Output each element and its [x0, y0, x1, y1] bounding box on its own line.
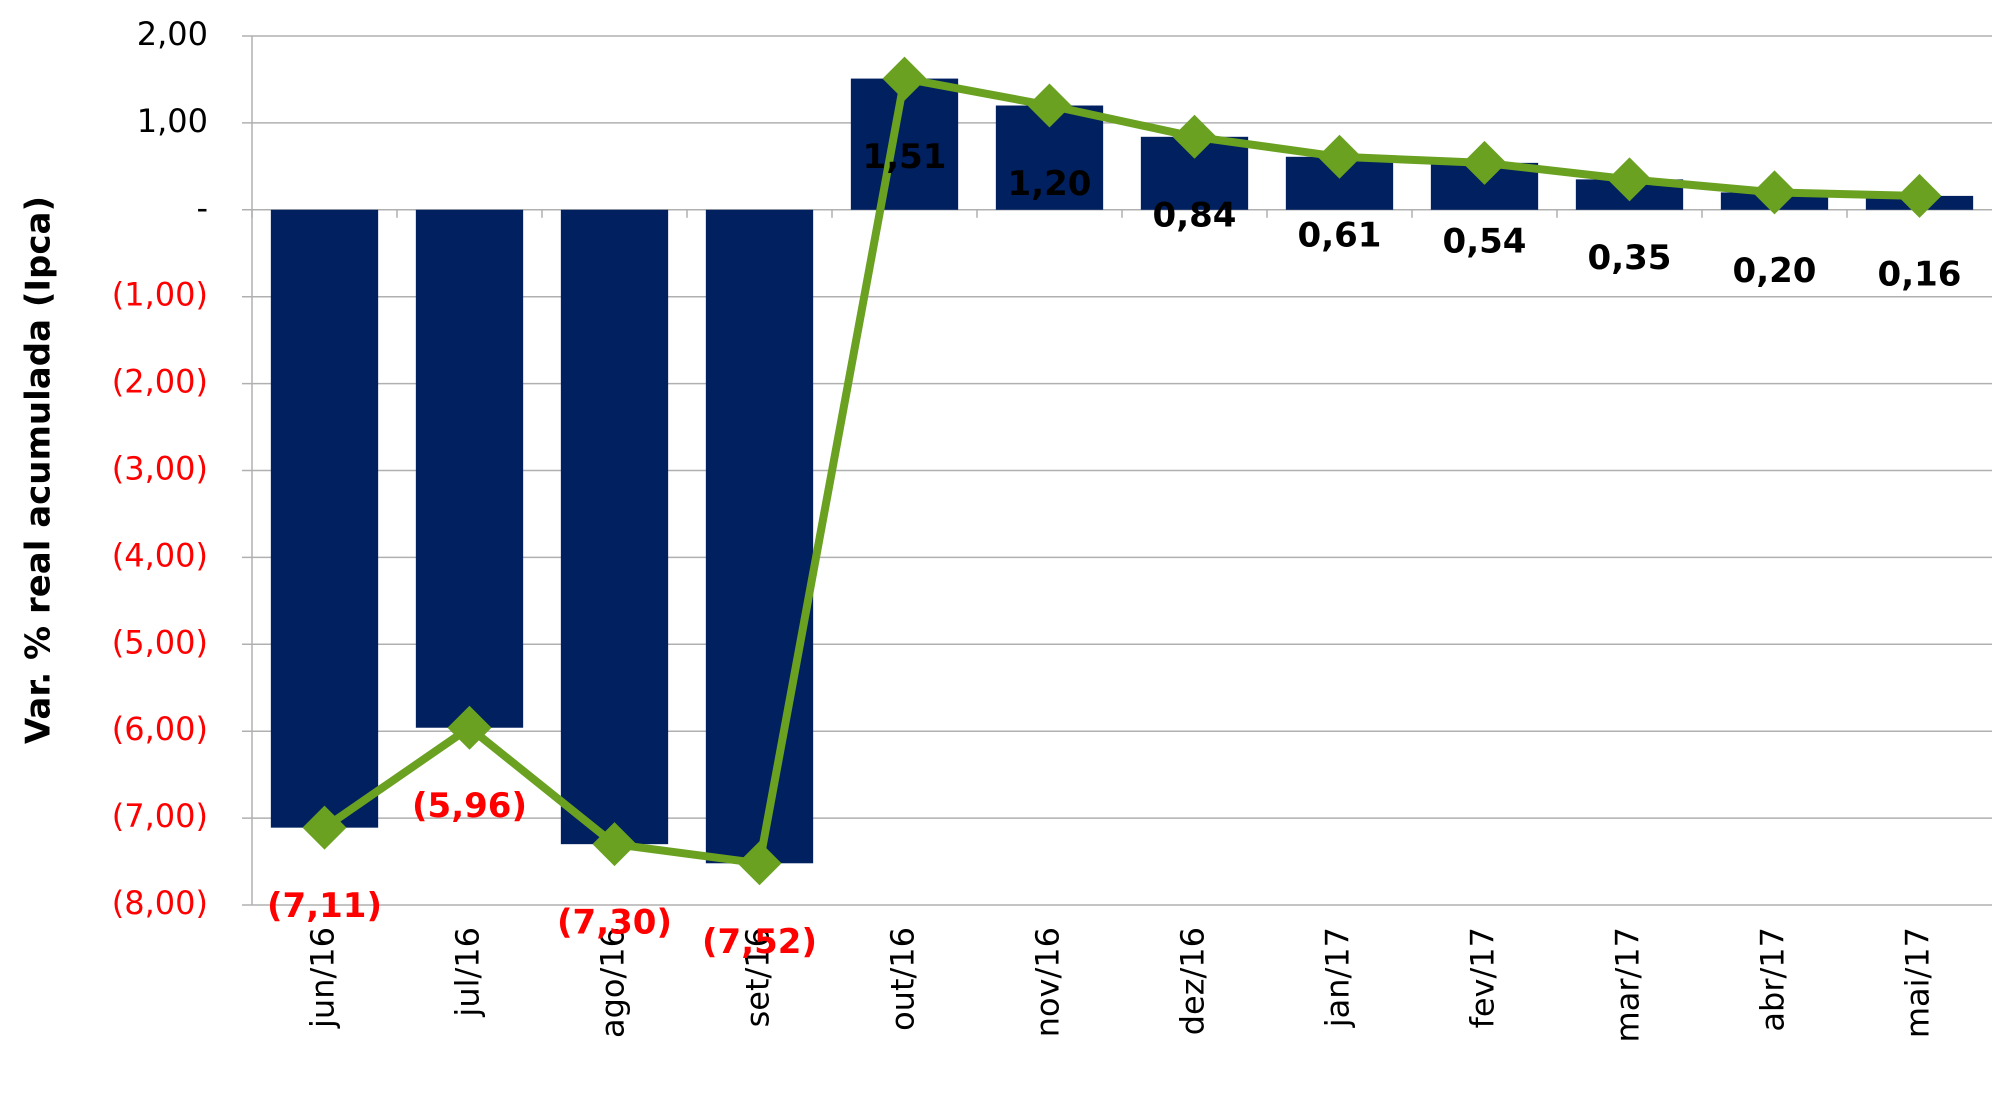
x-tick-label: abr/17	[1754, 927, 1792, 1032]
marker	[1462, 140, 1507, 185]
y-tick-label: (1,00)	[112, 276, 208, 314]
marker	[737, 841, 782, 886]
marker	[302, 805, 347, 850]
data-label: (7,52)	[702, 922, 817, 962]
data-label: 1,20	[1008, 164, 1092, 204]
y-tick-label: (2,00)	[112, 363, 208, 401]
data-label: 0,61	[1298, 215, 1382, 255]
marker	[1897, 173, 1942, 218]
y-tick-label: -	[196, 189, 208, 227]
y-tick-label: 1,00	[137, 102, 208, 140]
y-tick-label: (8,00)	[112, 884, 208, 922]
x-tick-label: set/16	[739, 927, 777, 1027]
x-tick-label: mai/17	[1899, 927, 1937, 1038]
y-tick-label: (3,00)	[112, 450, 208, 488]
x-tick-label: jan/17	[1319, 927, 1357, 1028]
x-tick-label: fev/17	[1464, 927, 1502, 1028]
x-tick-label: mar/17	[1609, 927, 1647, 1042]
x-tick-label: ago/16	[594, 927, 632, 1038]
marker	[447, 705, 492, 750]
x-tick-label: dez/16	[1174, 927, 1212, 1035]
data-label: (7,30)	[557, 903, 672, 943]
y-tick-label: (6,00)	[112, 710, 208, 748]
bar	[560, 209, 669, 845]
y-tick-label: (4,00)	[112, 536, 208, 574]
data-label: 0,54	[1443, 221, 1527, 261]
x-tick-label: jun/16	[304, 927, 342, 1029]
marker	[1027, 83, 1072, 128]
data-label: 0,84	[1153, 195, 1237, 235]
bar	[270, 209, 379, 828]
marker	[1607, 157, 1652, 202]
marker	[1317, 134, 1362, 179]
y-tick-label: 2,00	[137, 15, 208, 53]
data-label: 0,20	[1733, 251, 1817, 291]
data-label: 1,51	[863, 137, 947, 177]
y-axis-label: Var. % real acumulada (Ipca)	[19, 196, 59, 744]
bar	[415, 209, 524, 728]
marker	[882, 56, 927, 101]
y-tick-label: (5,00)	[112, 623, 208, 661]
marker	[1752, 170, 1797, 215]
line	[322, 74, 1920, 868]
data-label: 0,16	[1878, 254, 1962, 294]
marker	[1172, 114, 1217, 159]
y-tick-label: (7,00)	[112, 797, 208, 835]
data-label: (5,96)	[412, 786, 527, 826]
x-tick-label: nov/16	[1029, 927, 1067, 1037]
x-tick-label: jul/16	[449, 927, 487, 1018]
x-tick-label: out/16	[884, 927, 922, 1031]
data-label: (7,11)	[267, 886, 382, 926]
marker	[592, 822, 637, 867]
bar	[705, 209, 814, 864]
data-label: 0,35	[1588, 238, 1672, 278]
